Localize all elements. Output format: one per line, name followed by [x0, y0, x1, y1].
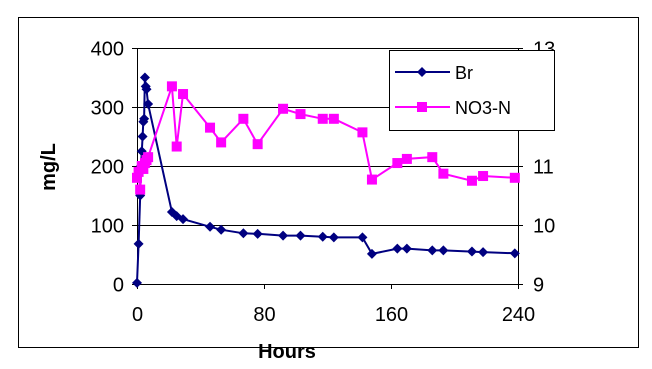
br-point — [438, 245, 449, 256]
no3-n-point — [278, 103, 289, 114]
br-point — [366, 248, 377, 259]
no3-n-point — [166, 81, 177, 92]
br-point — [295, 230, 306, 241]
y2-tick-10: 10 — [533, 216, 555, 238]
y-tick-0: 0 — [113, 275, 124, 297]
br-point — [205, 221, 216, 232]
no3-n-point — [295, 109, 306, 120]
br-point — [238, 228, 249, 239]
br-point — [178, 214, 189, 225]
no3-n-point — [509, 172, 520, 183]
x-tick-240: 240 — [502, 304, 535, 326]
y-tick-300: 300 — [91, 98, 124, 120]
br-point — [132, 277, 142, 288]
br-point — [143, 99, 154, 110]
br-point — [478, 247, 489, 258]
no3-n-point — [171, 141, 182, 152]
br-point — [133, 238, 144, 249]
gridlines — [137, 48, 518, 226]
y-axis-title: mg/L — [38, 143, 60, 191]
br-point — [278, 230, 289, 241]
y-tick-100: 100 — [91, 216, 124, 238]
br-point — [328, 232, 339, 243]
no3-n-point — [205, 122, 216, 133]
legend-box — [389, 50, 555, 131]
br-point — [401, 243, 412, 254]
legend-marker-br — [417, 67, 427, 77]
no3-n-point — [132, 172, 142, 183]
no3-n-point — [357, 127, 368, 138]
br-point — [141, 84, 152, 95]
legend-label-br: Br — [455, 63, 473, 83]
no3-n-point — [216, 137, 227, 148]
no3-n-point — [135, 184, 146, 195]
x-tick-160: 160 — [375, 304, 408, 326]
no3-n-point — [138, 163, 149, 174]
no3-n-point — [366, 174, 377, 185]
series-no3-n — [132, 81, 520, 195]
no3-n-point — [143, 152, 154, 163]
br-point — [317, 231, 328, 242]
br-point — [427, 245, 438, 256]
br-point — [466, 246, 477, 257]
no3-n-point — [392, 158, 403, 169]
x-tick-0: 0 — [132, 304, 143, 326]
br-point — [392, 243, 403, 254]
legend-marker-no3-n — [417, 102, 427, 112]
no3-n-point — [478, 171, 489, 182]
no3-n-point — [401, 153, 412, 164]
no3-n-point — [238, 113, 249, 124]
br-point — [216, 224, 227, 235]
br-point — [252, 228, 263, 239]
no3-n-point — [252, 139, 263, 150]
y-tick-400: 400 — [91, 39, 124, 61]
legend: Br NO3-N — [389, 50, 555, 131]
no3-n-point — [466, 175, 477, 186]
x-tick-80: 80 — [253, 304, 275, 326]
x-axis-title: Hours — [258, 341, 316, 363]
legend-label-no3-n: NO3-N — [455, 98, 511, 118]
br-point — [139, 113, 150, 124]
no3-n-point — [317, 113, 328, 124]
no3-n-point — [438, 168, 449, 179]
br-point — [509, 248, 520, 259]
y-tick-200: 200 — [91, 157, 124, 179]
br-point — [139, 72, 150, 83]
no3-n-point — [427, 152, 438, 163]
series-br — [132, 72, 520, 288]
no3-n-point — [178, 89, 189, 100]
br-point — [137, 131, 148, 142]
y2-tick-9: 9 — [533, 275, 544, 297]
br-point — [357, 232, 368, 243]
y2-tick-11: 11 — [533, 157, 554, 179]
no3-n-point — [328, 113, 339, 124]
